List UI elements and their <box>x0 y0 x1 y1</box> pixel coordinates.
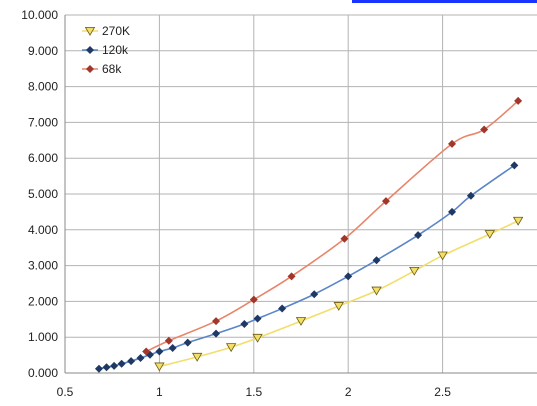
legend-item-270k: 270K <box>82 24 130 38</box>
legend: 270K 120k 68k <box>82 24 130 76</box>
data-point <box>191 352 203 362</box>
y-tick-label: 6.000 <box>28 151 58 165</box>
y-tick-label: 4.000 <box>28 223 58 237</box>
series-line <box>145 100 519 353</box>
data-point <box>466 191 475 200</box>
legend-label: 68k <box>102 62 122 76</box>
y-tick-label: 1.000 <box>28 330 58 344</box>
x-tick-label: 0.5 <box>57 385 74 399</box>
data-point <box>448 207 457 216</box>
legend-label: 270K <box>102 24 130 38</box>
data-point <box>295 317 307 326</box>
data-point <box>484 230 495 239</box>
data-point <box>287 272 296 281</box>
data-point <box>344 272 353 281</box>
x-tick-label: 1 <box>156 385 163 399</box>
data-point <box>310 290 319 299</box>
data-point <box>448 139 457 148</box>
data-point <box>155 347 164 356</box>
data-point <box>381 197 390 206</box>
x-axis-tick-labels: 0.5 1 1.5 2 2.5 <box>57 385 452 399</box>
data-point <box>212 329 221 338</box>
data-point <box>110 361 119 370</box>
data-point <box>510 161 519 170</box>
data-point <box>183 338 192 347</box>
series-120k <box>94 161 519 373</box>
data-point <box>240 319 249 328</box>
y-tick-label: 5.000 <box>28 187 58 201</box>
link-underline[interactable] <box>352 0 537 13</box>
data-point <box>409 266 420 276</box>
data-point <box>512 216 524 226</box>
data-point <box>340 234 349 243</box>
data-point <box>136 353 145 362</box>
data-point <box>154 362 165 372</box>
data-point <box>168 343 177 352</box>
y-tick-label: 2.000 <box>28 294 58 308</box>
x-tick-label: 2 <box>345 385 352 399</box>
series-68k <box>142 96 523 356</box>
data-point <box>437 251 448 261</box>
data-point <box>225 343 237 353</box>
data-point <box>371 286 382 296</box>
data-point <box>117 359 126 368</box>
data-point <box>142 347 151 356</box>
data-point <box>414 231 423 240</box>
data-point <box>102 363 111 372</box>
data-point <box>94 364 103 373</box>
legend-label: 120k <box>102 43 129 57</box>
grid-layer <box>64 14 537 374</box>
x-tick-label: 2.5 <box>434 385 451 399</box>
y-tick-label: 7.000 <box>28 115 58 129</box>
data-point <box>514 96 523 105</box>
y-tick-label: 10.000 <box>21 8 58 22</box>
y-tick-label: 9.000 <box>28 44 58 58</box>
data-point <box>278 304 287 313</box>
y-axis-tick-labels: 0.000 1.000 2.000 3.000 4.000 5.000 6.000 7.000… <box>21 8 58 380</box>
series-layer <box>94 96 524 373</box>
y-tick-label: 8.000 <box>28 80 58 94</box>
y-tick-label: 0.000 <box>28 366 58 380</box>
data-point <box>480 125 489 134</box>
link-line <box>352 0 537 3</box>
data-point <box>252 333 263 343</box>
data-point <box>333 302 344 311</box>
data-point <box>127 357 136 366</box>
data-point <box>253 314 262 323</box>
legend-marker <box>86 65 94 73</box>
x-tick-label: 1.5 <box>245 385 262 399</box>
data-point <box>164 336 173 345</box>
data-point <box>249 295 258 304</box>
legend-item-120k: 120k <box>82 43 129 57</box>
legend-item-68k: 68k <box>82 62 122 76</box>
series-270k <box>154 216 524 372</box>
data-point <box>212 317 221 326</box>
data-point <box>372 256 381 265</box>
legend-marker <box>84 26 96 36</box>
legend-marker <box>86 46 94 54</box>
y-tick-label: 3.000 <box>28 259 58 273</box>
